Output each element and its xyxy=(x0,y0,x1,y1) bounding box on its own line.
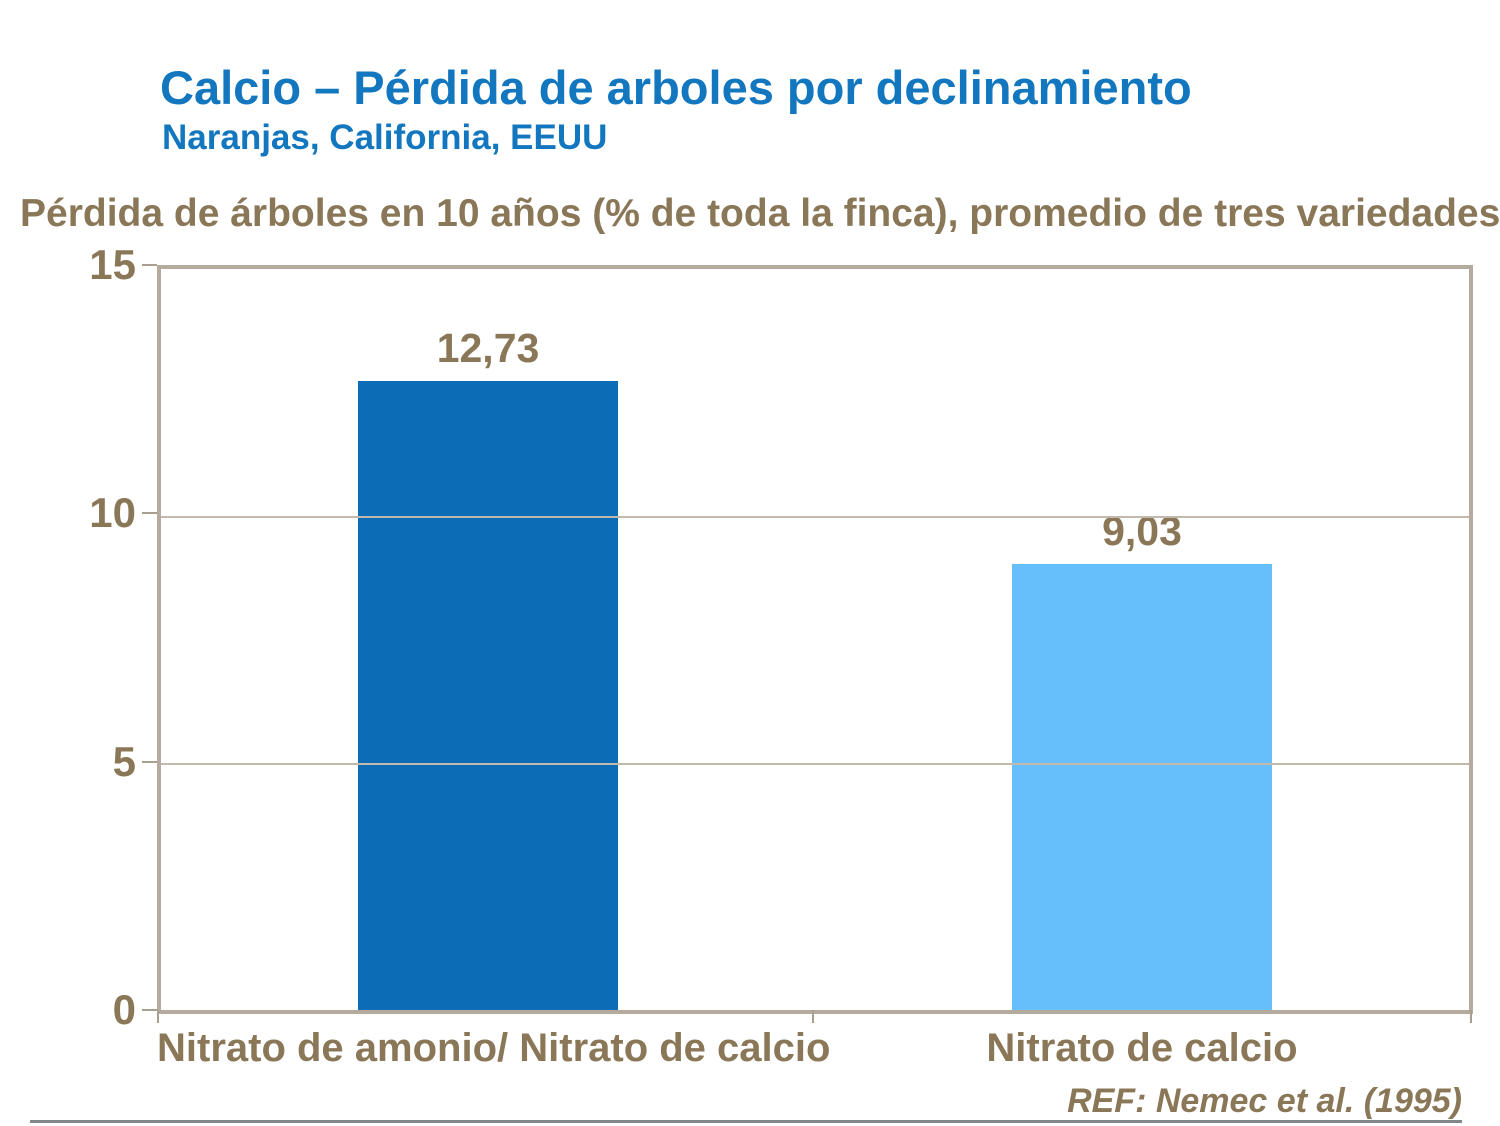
slide-title: Calcio – Pérdida de arboles por declinam… xyxy=(160,61,1192,114)
slide-subtitle: Naranjas, California, EEUU xyxy=(162,118,608,157)
gridline-10 xyxy=(161,516,1469,518)
x-category-label-1: Nitrato de amonio/ Nitrato de calcio xyxy=(157,1026,831,1070)
bar-1: 12,73 xyxy=(358,325,618,1010)
y-tick-label-15: 15 xyxy=(89,241,136,288)
bar-slots: 12,73 9,03 xyxy=(161,269,1469,1010)
x-tick-mark-1 xyxy=(157,1010,159,1023)
y-tick-mark-10 xyxy=(142,512,157,515)
gridline-5 xyxy=(161,763,1469,765)
x-category-label-2: Nitrato de calcio xyxy=(986,1026,1298,1070)
y-tick-label-0: 0 xyxy=(112,986,136,1033)
x-tick-mark-2 xyxy=(812,1010,814,1023)
bottom-rule xyxy=(30,1120,1462,1123)
y-tick-mark-5 xyxy=(142,760,157,763)
y-tick-label-5: 5 xyxy=(112,737,136,785)
bar-value-label-1: 12,73 xyxy=(436,325,540,372)
bar-slot-1: 12,73 xyxy=(161,269,815,1010)
y-tick-mark-0 xyxy=(142,1009,157,1011)
bar-slot-2: 9,03 xyxy=(815,269,1469,1010)
bar-2: 9,03 xyxy=(1012,508,1272,1010)
y-tick-label-10: 10 xyxy=(89,489,136,537)
plot-area: 12,73 9,03 xyxy=(157,265,1473,1014)
y-tick-mark-15 xyxy=(142,264,157,266)
axis-caption: Pérdida de árboles en 10 años (% de toda… xyxy=(20,192,1500,235)
x-tick-mark-3 xyxy=(1470,1010,1472,1023)
bar-value-label-2: 9,03 xyxy=(1102,507,1182,554)
reference-text: REF: Nemec et al. (1995) xyxy=(1067,1082,1462,1120)
